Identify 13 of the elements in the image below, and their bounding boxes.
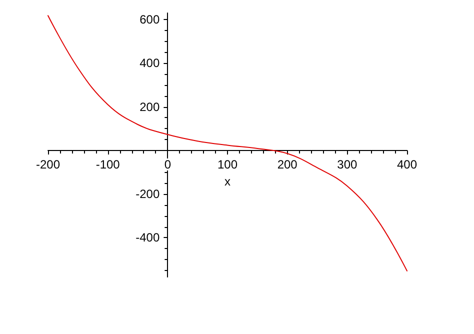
x-tick-label: 200 [277,157,298,172]
y-tick-label: 600 [140,12,160,27]
x-tick-label: 0 [164,157,172,172]
x-axis-title: x [224,174,230,188]
x-tick-label: 300 [337,157,358,172]
x-tick-label: 400 [396,157,418,172]
y-tick-label: -200 [136,187,160,202]
x-tick-label: 100 [217,157,238,172]
x-tick-label: -100 [96,157,120,172]
y-tick-label: 400 [140,56,160,70]
x-tick-label: -200 [36,157,60,172]
y-tick-label: 200 [140,100,160,114]
y-tick-label: -400 [136,230,160,245]
